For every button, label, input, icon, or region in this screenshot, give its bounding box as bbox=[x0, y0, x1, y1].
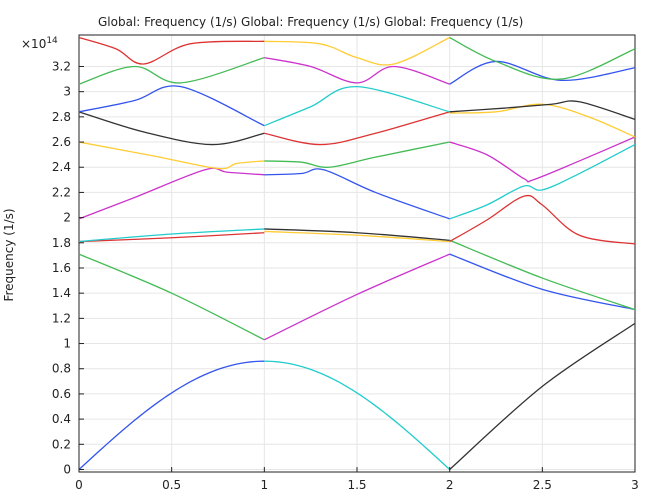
series-group bbox=[78, 36, 636, 470]
series-line bbox=[264, 360, 451, 470]
y-tick-label: 1.4 bbox=[52, 286, 71, 300]
series-line bbox=[449, 253, 636, 311]
series-line bbox=[78, 36, 265, 65]
grid bbox=[78, 35, 636, 472]
y-tick-label: 2.4 bbox=[52, 160, 71, 174]
series-line bbox=[264, 230, 450, 243]
series-line bbox=[264, 228, 450, 241]
series-line bbox=[264, 57, 450, 85]
series-line bbox=[449, 239, 636, 311]
y-tick-label: 0.8 bbox=[52, 362, 71, 376]
series-line bbox=[264, 168, 450, 220]
y-tick-label: 0 bbox=[63, 462, 71, 476]
y-tick-label: 1.2 bbox=[52, 311, 71, 325]
series-line bbox=[264, 36, 450, 66]
y-multiplier: ×1014 bbox=[21, 36, 58, 51]
series-line bbox=[78, 57, 265, 85]
y-tick-label: 1 bbox=[63, 337, 71, 351]
y-tick-label: 2.6 bbox=[52, 135, 71, 149]
y-multiplier-base: ×10 bbox=[21, 37, 46, 51]
chart-title: Global: Frequency (1/s) Global: Frequenc… bbox=[98, 15, 523, 29]
series-line bbox=[78, 85, 265, 127]
y-multiplier-exponent: 14 bbox=[46, 36, 58, 46]
x-tick-label: 0.5 bbox=[162, 478, 181, 492]
series-line bbox=[449, 100, 636, 120]
series-line bbox=[449, 103, 636, 138]
series-line bbox=[78, 232, 265, 243]
y-tick-label: 3 bbox=[63, 85, 71, 99]
y-tick-label: 2 bbox=[63, 211, 71, 225]
series-line bbox=[78, 228, 265, 243]
axis-ticks: 0 0.5 1 1.5 2 2.5 3 0 0.2 0.4 0.6 0.8 1 1.2 1.4 1.6 1.8 2… bbox=[52, 59, 639, 492]
series-line bbox=[78, 253, 265, 341]
x-tick-label: 3 bbox=[631, 478, 639, 492]
y-tick-label: 2.8 bbox=[52, 110, 71, 124]
series-line bbox=[78, 167, 265, 220]
series-line bbox=[449, 322, 636, 470]
x-tick-label: 2.5 bbox=[533, 478, 552, 492]
y-tick-label: 0.4 bbox=[52, 412, 71, 426]
x-tick-label: 1.5 bbox=[347, 478, 366, 492]
x-tick-label: 1 bbox=[261, 478, 269, 492]
series-line bbox=[78, 360, 265, 470]
series-line bbox=[264, 253, 450, 341]
y-tick-label: 2.2 bbox=[52, 185, 71, 199]
series-line bbox=[449, 136, 636, 183]
series-line bbox=[78, 141, 265, 170]
series-line bbox=[264, 111, 450, 146]
y-axis-label: Frequency (1/s) bbox=[2, 208, 16, 301]
y-tick-label: 0.6 bbox=[52, 387, 71, 401]
series-line bbox=[264, 141, 450, 168]
series-line bbox=[449, 143, 636, 220]
series-line bbox=[449, 36, 636, 80]
y-tick-label: 0.2 bbox=[52, 437, 71, 451]
y-tick-label: 1.6 bbox=[52, 261, 71, 275]
series-line bbox=[449, 60, 636, 85]
x-tick-label: 2 bbox=[446, 478, 454, 492]
x-tick-label: 0 bbox=[75, 478, 83, 492]
y-tick-label: 3.2 bbox=[52, 59, 71, 73]
series-line bbox=[449, 194, 636, 245]
y-tick-label: 1.8 bbox=[52, 236, 71, 250]
series-line bbox=[264, 85, 450, 127]
series-line bbox=[78, 111, 265, 146]
